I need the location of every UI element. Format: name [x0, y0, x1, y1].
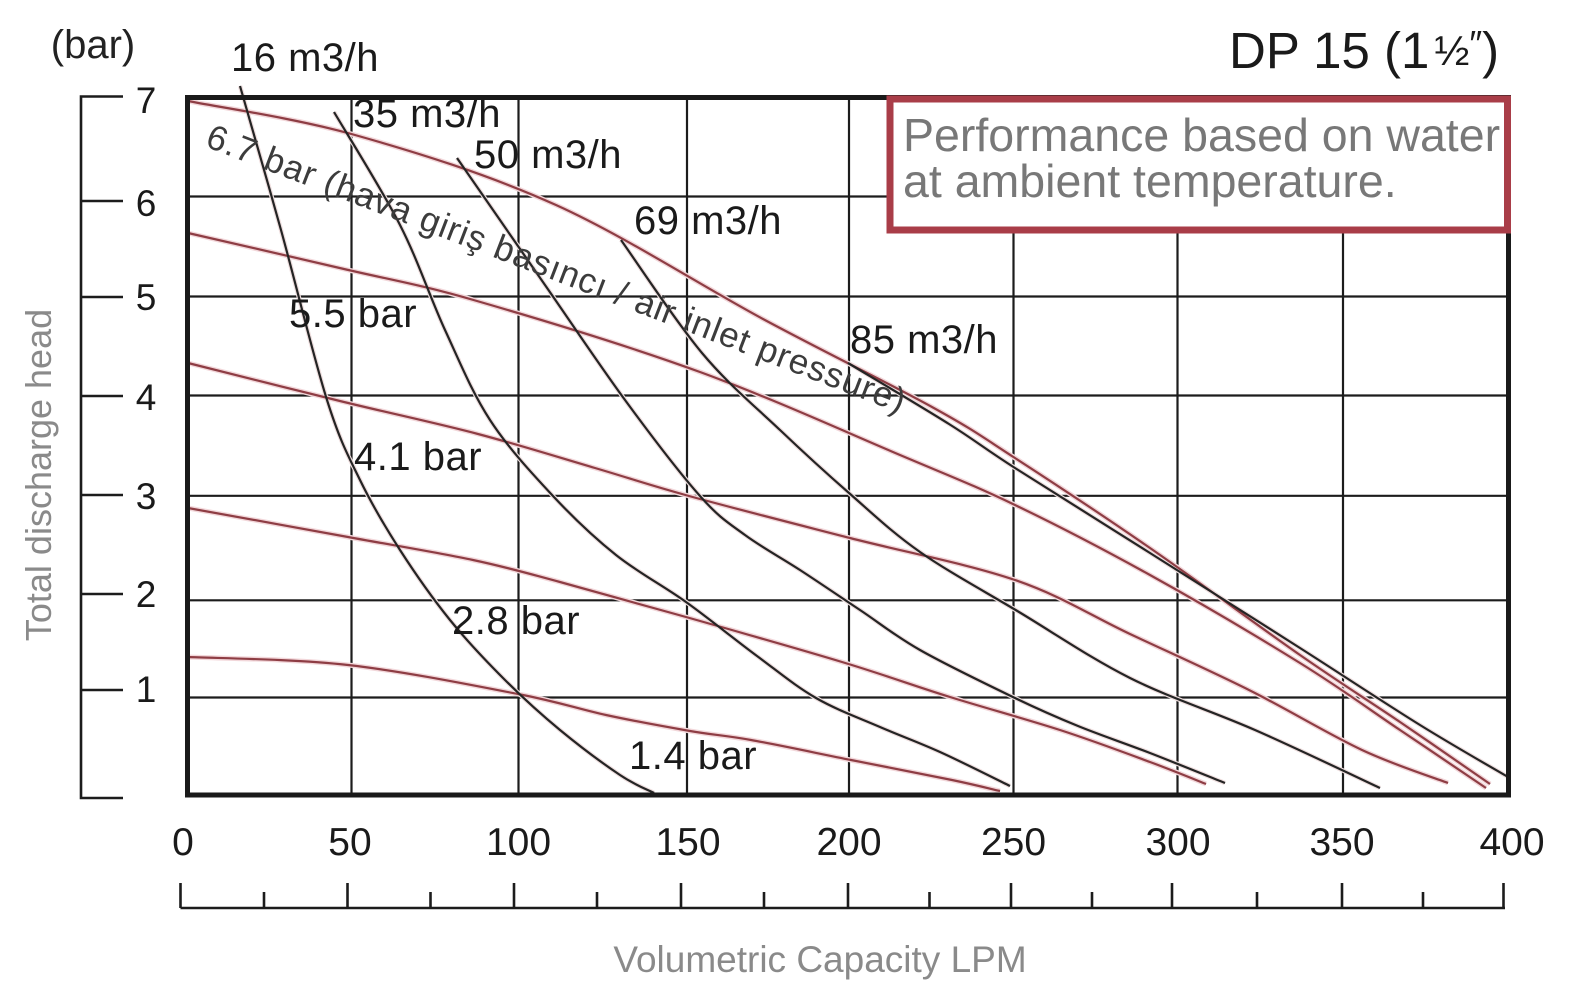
svg-text:7: 7 [136, 80, 157, 121]
svg-text:Performance based on water: Performance based on water [903, 109, 1500, 161]
svg-text:3: 3 [136, 476, 157, 517]
svg-text:DP 15 (1½″): DP 15 (1 ½″) [1229, 22, 1499, 79]
svg-text:2: 2 [136, 574, 157, 615]
svg-text:300: 300 [1145, 821, 1210, 864]
svg-text:69 m3/h: 69 m3/h [634, 199, 782, 243]
svg-text:1: 1 [136, 669, 157, 710]
svg-text:5: 5 [136, 277, 157, 318]
svg-text:85 m3/h: 85 m3/h [850, 318, 998, 362]
svg-text:Volumetric Capacity LPM: Volumetric Capacity LPM [613, 939, 1026, 980]
svg-text:2.8 bar: 2.8 bar [452, 599, 580, 643]
svg-text:Total discharge head: Total discharge head [18, 309, 59, 641]
svg-text:400: 400 [1479, 821, 1544, 864]
svg-text:5.5 bar: 5.5 bar [289, 292, 417, 336]
svg-text:100: 100 [486, 821, 551, 864]
svg-text:350: 350 [1309, 821, 1374, 864]
svg-text:4.1 bar: 4.1 bar [354, 435, 482, 479]
svg-text:250: 250 [981, 821, 1046, 864]
svg-text:50 m3/h: 50 m3/h [474, 133, 622, 177]
svg-text:0: 0 [172, 821, 194, 864]
svg-text:16 m3/h: 16 m3/h [231, 36, 379, 80]
svg-text:200: 200 [816, 821, 881, 864]
svg-text:(bar): (bar) [51, 23, 135, 67]
svg-text:50: 50 [328, 821, 371, 864]
svg-text:6: 6 [136, 183, 157, 224]
svg-text:1.4 bar: 1.4 bar [629, 734, 757, 778]
svg-text:150: 150 [655, 821, 720, 864]
svg-text:4: 4 [136, 377, 157, 418]
svg-text:at ambient temperature.: at ambient temperature. [903, 155, 1397, 207]
svg-text:35 m3/h: 35 m3/h [353, 92, 501, 136]
